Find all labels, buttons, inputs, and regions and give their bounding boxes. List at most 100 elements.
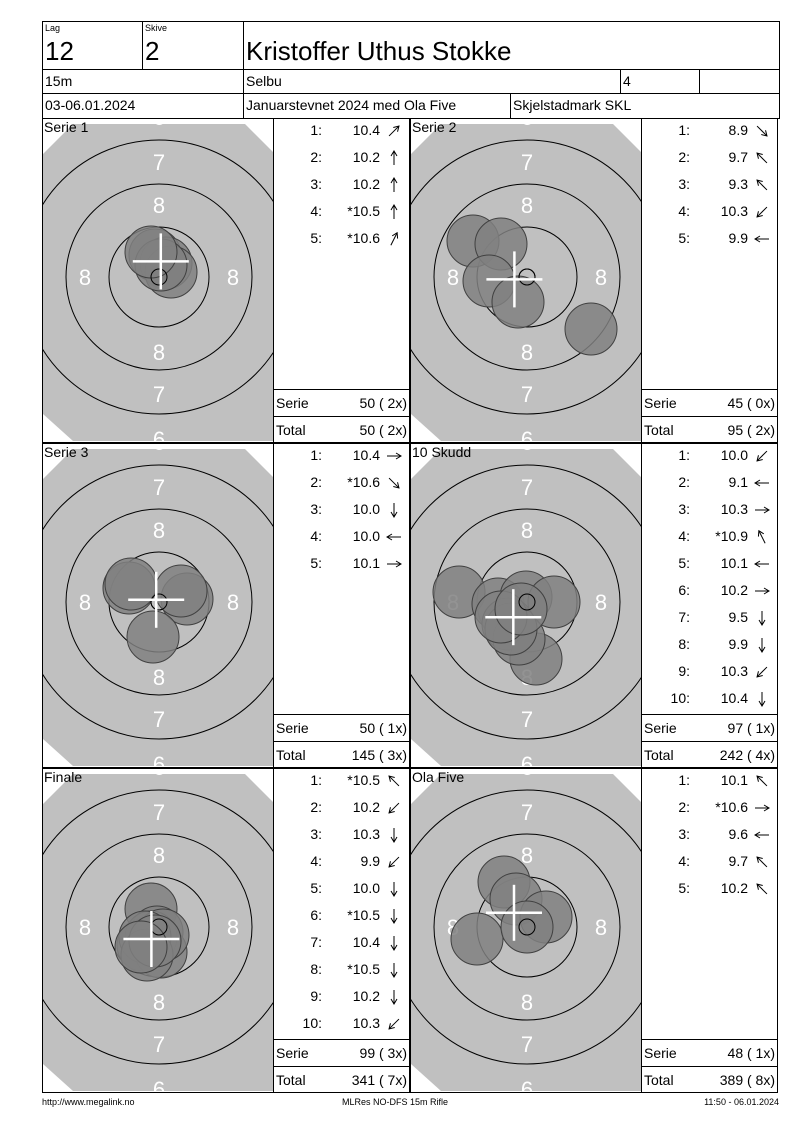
shot-score: 10.1 — [352, 555, 380, 571]
shot-number: 10: — [670, 690, 690, 706]
direction-arrow-icon — [388, 802, 400, 814]
shot-score: 9.3 — [728, 176, 748, 192]
shot-row: 9: 10.3 — [642, 663, 778, 683]
shot-row: 3: 10.2 — [274, 176, 410, 196]
target-view: 67888876Ola Five — [410, 768, 642, 1093]
shot-row: 4: 9.9 — [274, 853, 410, 873]
shot-score: 9.7 — [728, 149, 748, 165]
shot-list: 1: 10.0 2: 9.1 3: 10.3 4: *10.9 5: 10.1 … — [642, 443, 778, 768]
shot-number: 4: — [678, 853, 690, 869]
direction-arrow-icon — [387, 452, 402, 460]
shot-list: 1: *10.5 2: 10.2 3: 10.3 4: 9.9 5: 10.0 … — [274, 768, 410, 1093]
ring-number: 8 — [153, 990, 165, 1015]
ring-number: 8 — [153, 518, 165, 543]
shot-list: 1: 10.4 2: 10.2 3: 10.2 4: *10.5 5: *10.… — [274, 118, 410, 443]
shot-score: *10.6 — [347, 230, 380, 246]
skive-value: 2 — [145, 36, 160, 66]
shot-score: *10.5 — [347, 961, 380, 977]
target-ring — [411, 789, 641, 1065]
total-score: 389 ( 8x) — [719, 1072, 775, 1088]
shot-row: 9: 10.2 — [274, 988, 410, 1008]
series-panel: 6 7 8 8 8 8 7 6 Serie 3 1: 10.4 2: *10.6 3: 10.0… — [42, 443, 410, 768]
total-label: Total — [644, 747, 674, 763]
target-view: 6 7 8 8 8 8 7 6 Serie 2 — [410, 118, 642, 443]
total-score: 242 ( 4x) — [719, 747, 775, 763]
direction-arrow-icon — [388, 856, 400, 868]
shot-number: 4: — [310, 853, 322, 869]
ring-number: 6 — [153, 769, 165, 780]
shot-score: 9.1 — [728, 474, 748, 490]
target-svg: 6 7 8 8 8 8 7 6 — [411, 119, 641, 442]
shot-number: 9: — [678, 663, 690, 679]
shot-row: 5: 9.9 — [642, 230, 778, 250]
total-sum-row: Total 95 ( 2x) — [642, 416, 777, 443]
shot-impact — [126, 610, 180, 664]
shot-score: 10.4 — [352, 934, 380, 950]
event: Januarstevnet 2024 med Ola Five — [246, 97, 457, 113]
direction-arrow-icon — [756, 152, 768, 164]
shot-score: 8.9 — [728, 122, 748, 138]
series-panel: 6 7 8 8 8 8 7 6 Serie 1 1: 10.4 2: 10.2 3: 10.2 … — [42, 118, 410, 443]
mean-point-cross — [485, 589, 542, 646]
distance-cell: 15m — [42, 69, 244, 94]
shot-number: 10: — [302, 1015, 322, 1031]
direction-arrow-icon — [756, 206, 768, 218]
series-title: 10 Skudd — [412, 444, 472, 460]
total-score: 145 ( 3x) — [351, 747, 407, 763]
ring-number: 8 — [153, 843, 165, 868]
direction-arrow-icon — [387, 560, 402, 568]
ring-number: 8 — [447, 265, 459, 290]
total-sum-row: Total 242 ( 4x) — [642, 741, 777, 768]
ring-number: 8 — [521, 193, 533, 218]
extra-cell — [699, 69, 780, 94]
series-title: Serie 2 — [412, 119, 457, 135]
direction-arrow-icon — [756, 775, 768, 787]
total-score: 50 ( 2x) — [359, 422, 407, 438]
direction-arrow-icon — [390, 177, 398, 192]
serie-score: 99 ( 3x) — [359, 1045, 407, 1061]
serie-label: Serie — [644, 395, 677, 411]
target-view: 6 7 8 8 8 8 7 6 Finale — [42, 768, 274, 1093]
ten-ring — [150, 268, 168, 286]
ring-number: 6 — [521, 444, 533, 455]
shot-score: 10.2 — [352, 799, 380, 815]
date-cell: 03-06.01.2024 — [42, 93, 244, 119]
shot-number: 3: — [310, 826, 322, 842]
serie-sum-row: Serie 48 ( 1x) — [642, 1039, 777, 1066]
direction-arrow-icon — [390, 990, 398, 1005]
shot-score: 10.3 — [352, 826, 380, 842]
lag-value: 12 — [45, 36, 74, 66]
ten-ring — [518, 593, 536, 611]
ring-number: 6 — [521, 752, 533, 768]
series-panel: 67888876Ola Five 1: 10.1 2: *10.6 3: 9.6… — [410, 768, 778, 1093]
series-title: Serie 1 — [44, 119, 89, 135]
shot-row: 2: 9.1 — [642, 474, 778, 494]
shot-number: 4: — [678, 203, 690, 219]
shot-score: *10.5 — [347, 772, 380, 788]
shot-row: 4: 9.7 — [642, 853, 778, 873]
serie-sum-row: Serie 50 ( 1x) — [274, 714, 409, 741]
shot-score: 10.4 — [352, 447, 380, 463]
direction-arrow-icon — [390, 882, 398, 897]
shot-score: 10.2 — [352, 149, 380, 165]
shot-score: 10.1 — [720, 772, 748, 788]
ring-number: 8 — [521, 843, 533, 868]
ring-number: 8 — [595, 265, 607, 290]
shot-impact — [450, 912, 504, 966]
target-ring — [65, 833, 253, 1021]
shot-row: 6: *10.5 — [274, 907, 410, 927]
shooter-name: Kristoffer Uthus Stokke — [246, 36, 512, 66]
direction-arrow-icon — [758, 611, 766, 626]
footer-url[interactable]: http://www.megalink.no — [42, 1097, 135, 1107]
shot-score: 10.4 — [352, 122, 380, 138]
ring-number: 7 — [153, 150, 165, 175]
ring-number: 6 — [153, 444, 165, 455]
shot-row: 5: 10.2 — [642, 880, 778, 900]
shot-number: 7: — [310, 934, 322, 950]
club-cell: Skjelstadmark SKL — [510, 93, 780, 119]
distance: 15m — [45, 73, 73, 89]
shot-score: 9.7 — [728, 853, 748, 869]
direction-arrow-icon — [755, 506, 770, 514]
ring-number: 8 — [153, 340, 165, 365]
shot-list: 1: 10.4 2: *10.6 3: 10.0 4: 10.0 5: 10.1… — [274, 443, 410, 768]
